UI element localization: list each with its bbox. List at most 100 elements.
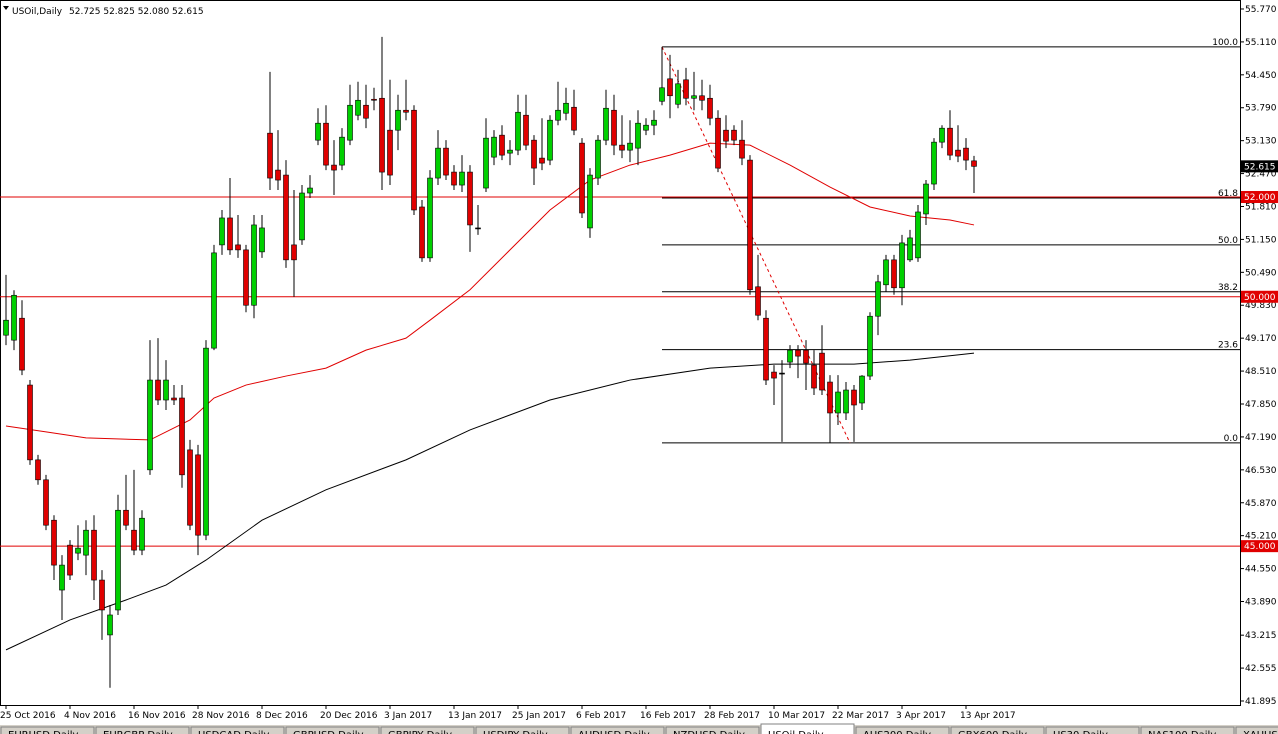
candle-body xyxy=(291,244,297,261)
candle-body xyxy=(963,147,969,161)
candle-body xyxy=(163,379,169,401)
x-tick-label: 16 Nov 2016 xyxy=(128,711,186,721)
candle-body xyxy=(403,109,409,113)
candle-body xyxy=(147,379,153,471)
tab-bg xyxy=(95,726,190,734)
candle-body xyxy=(947,127,953,156)
tab[interactable]: GBX600,Daily xyxy=(950,726,1045,734)
candle-body xyxy=(443,147,449,176)
candle-body xyxy=(315,122,321,141)
tab[interactable]: USDCAD,Daily xyxy=(190,726,285,734)
y-tick-label: 46.530 xyxy=(1245,466,1277,476)
tab[interactable]: EURGBP,Daily xyxy=(95,726,190,734)
last-price-label: 52.615 xyxy=(1244,162,1276,172)
tab-label: NZDUSD,Daily xyxy=(673,730,745,734)
y-tick-label: 52.470 xyxy=(1245,170,1277,180)
candle-body xyxy=(603,107,609,141)
candle-body xyxy=(99,579,105,611)
candle-body xyxy=(83,529,89,556)
y-tick-label: 54.450 xyxy=(1245,71,1277,81)
candle-body xyxy=(875,281,881,317)
tab[interactable]: AUS200,Daily xyxy=(855,726,950,734)
x-tick-label: 25 Oct 2016 xyxy=(0,711,56,721)
candle-body xyxy=(939,127,945,143)
y-tick-label: 42.555 xyxy=(1245,664,1277,674)
tab[interactable]: NZDUSD,Daily xyxy=(665,726,760,734)
y-tick-label: 55.110 xyxy=(1245,38,1277,48)
candle-body xyxy=(723,129,729,142)
candle-body xyxy=(155,379,161,401)
candle-body xyxy=(899,242,905,289)
x-tick-label: 22 Mar 2017 xyxy=(832,711,889,721)
candle-body xyxy=(123,509,129,526)
fib-label: 38.2 xyxy=(1218,283,1238,293)
tab[interactable]: USDJPY,Daily xyxy=(475,726,570,734)
tab-bg xyxy=(665,726,760,734)
candle-body xyxy=(259,227,265,253)
candle-body xyxy=(563,102,569,114)
tab[interactable]: XAUUSD,Daily xyxy=(1235,726,1278,734)
candle-body xyxy=(635,122,641,149)
candle-body xyxy=(891,259,897,289)
candle-body xyxy=(331,164,337,171)
candle-body xyxy=(675,83,681,105)
candle-body xyxy=(339,136,345,166)
candle-body xyxy=(819,352,825,391)
y-tick-label: 45.210 xyxy=(1245,532,1277,542)
tab-bg xyxy=(760,723,855,734)
candle-body xyxy=(747,159,753,291)
candle-body xyxy=(547,119,553,161)
level-label: 50.000 xyxy=(1244,293,1276,303)
tab[interactable]: US30,Daily xyxy=(1045,726,1140,734)
x-tick-label: 6 Feb 2017 xyxy=(576,711,626,721)
candle-body xyxy=(283,174,289,261)
fib-label: 23.6 xyxy=(1218,341,1238,351)
candle-body xyxy=(483,137,489,189)
tab-bg xyxy=(1235,726,1278,734)
candle-body xyxy=(619,144,625,151)
candle-body xyxy=(507,149,513,154)
candle-body xyxy=(371,98,377,101)
candle-body xyxy=(827,381,833,414)
level-box xyxy=(1241,290,1278,303)
y-tick-label: 41.895 xyxy=(1245,697,1277,707)
tab-bg xyxy=(1045,726,1140,734)
x-tick-label: 3 Jan 2017 xyxy=(384,711,432,721)
candle-body xyxy=(707,97,713,119)
candle-body xyxy=(387,129,393,176)
tab[interactable]: NAS100,Daily xyxy=(1140,726,1235,734)
candle-body xyxy=(627,142,633,151)
tab-label: XAUUSD,Daily xyxy=(1243,730,1278,734)
candle-body xyxy=(811,364,817,389)
candle-body xyxy=(859,375,865,404)
candle-body xyxy=(667,78,673,97)
y-tick-label: 53.790 xyxy=(1245,104,1277,114)
tab-label: USOil,Daily xyxy=(768,730,824,734)
candle-body xyxy=(843,389,849,414)
candle-body xyxy=(715,117,721,169)
candle-body xyxy=(355,99,361,116)
candle-body xyxy=(587,174,593,229)
tab-bg xyxy=(0,726,95,734)
last-price-box xyxy=(1241,160,1278,173)
candle-body xyxy=(611,109,617,146)
candle-body xyxy=(107,614,113,636)
tab-label: US30,Daily xyxy=(1053,730,1108,734)
tab[interactable]: EURUSD,Daily xyxy=(0,726,95,734)
tab[interactable]: AUDUSD,Daily xyxy=(570,726,665,734)
tab[interactable]: GBPJPY,Daily xyxy=(380,726,475,734)
x-tick-label: 25 Jan 2017 xyxy=(512,711,566,721)
candle-body xyxy=(779,372,785,375)
tab[interactable]: USOil,Daily xyxy=(760,723,855,734)
candle-body xyxy=(555,109,561,121)
candle-body xyxy=(643,124,649,131)
y-tick-label: 53.130 xyxy=(1245,137,1277,147)
candle-body xyxy=(467,171,473,226)
tab[interactable]: GBPUSD,Daily xyxy=(285,726,380,734)
candle-body xyxy=(731,129,737,141)
y-tick-label: 43.890 xyxy=(1245,598,1277,608)
candle-body xyxy=(347,104,353,141)
candle-body xyxy=(203,347,209,536)
candle-body xyxy=(275,169,281,181)
